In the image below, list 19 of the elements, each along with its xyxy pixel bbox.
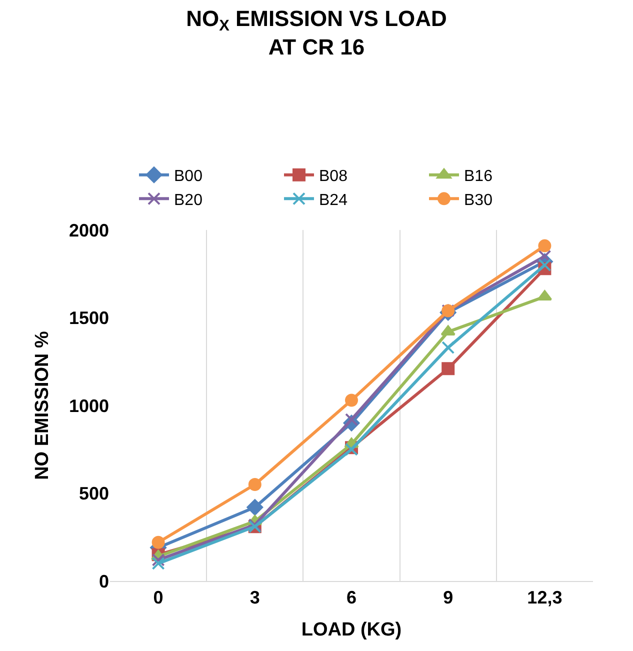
x-tick-label: 0 (153, 588, 164, 608)
x-tick-label: 6 (346, 588, 357, 608)
legend-label: B16 (464, 168, 493, 186)
y-tick-label: 500 (78, 484, 109, 504)
x-tick-label: 9 (443, 588, 454, 608)
legend-label: B24 (319, 192, 348, 209)
x-tick-label: 12,3 (527, 588, 562, 608)
y-tick-label: 1000 (68, 396, 109, 416)
x-tick-label: 3 (250, 588, 260, 608)
chart-title: NO$_{X}$ EMISSION VS LOAD AT CR 16 (186, 6, 447, 60)
y-tick-label: 2000 (68, 220, 109, 240)
legend-label: B00 (174, 168, 203, 186)
y-tick-label: 0 (98, 571, 109, 592)
y-axis-title: NO EMISSION % (32, 330, 53, 480)
legend-label: B30 (464, 192, 493, 209)
x-axis-title: LOAD (KG) (301, 619, 402, 640)
legend-label: B08 (319, 168, 348, 186)
legend-label: B20 (174, 192, 203, 209)
y-tick-label: 1500 (68, 308, 109, 328)
